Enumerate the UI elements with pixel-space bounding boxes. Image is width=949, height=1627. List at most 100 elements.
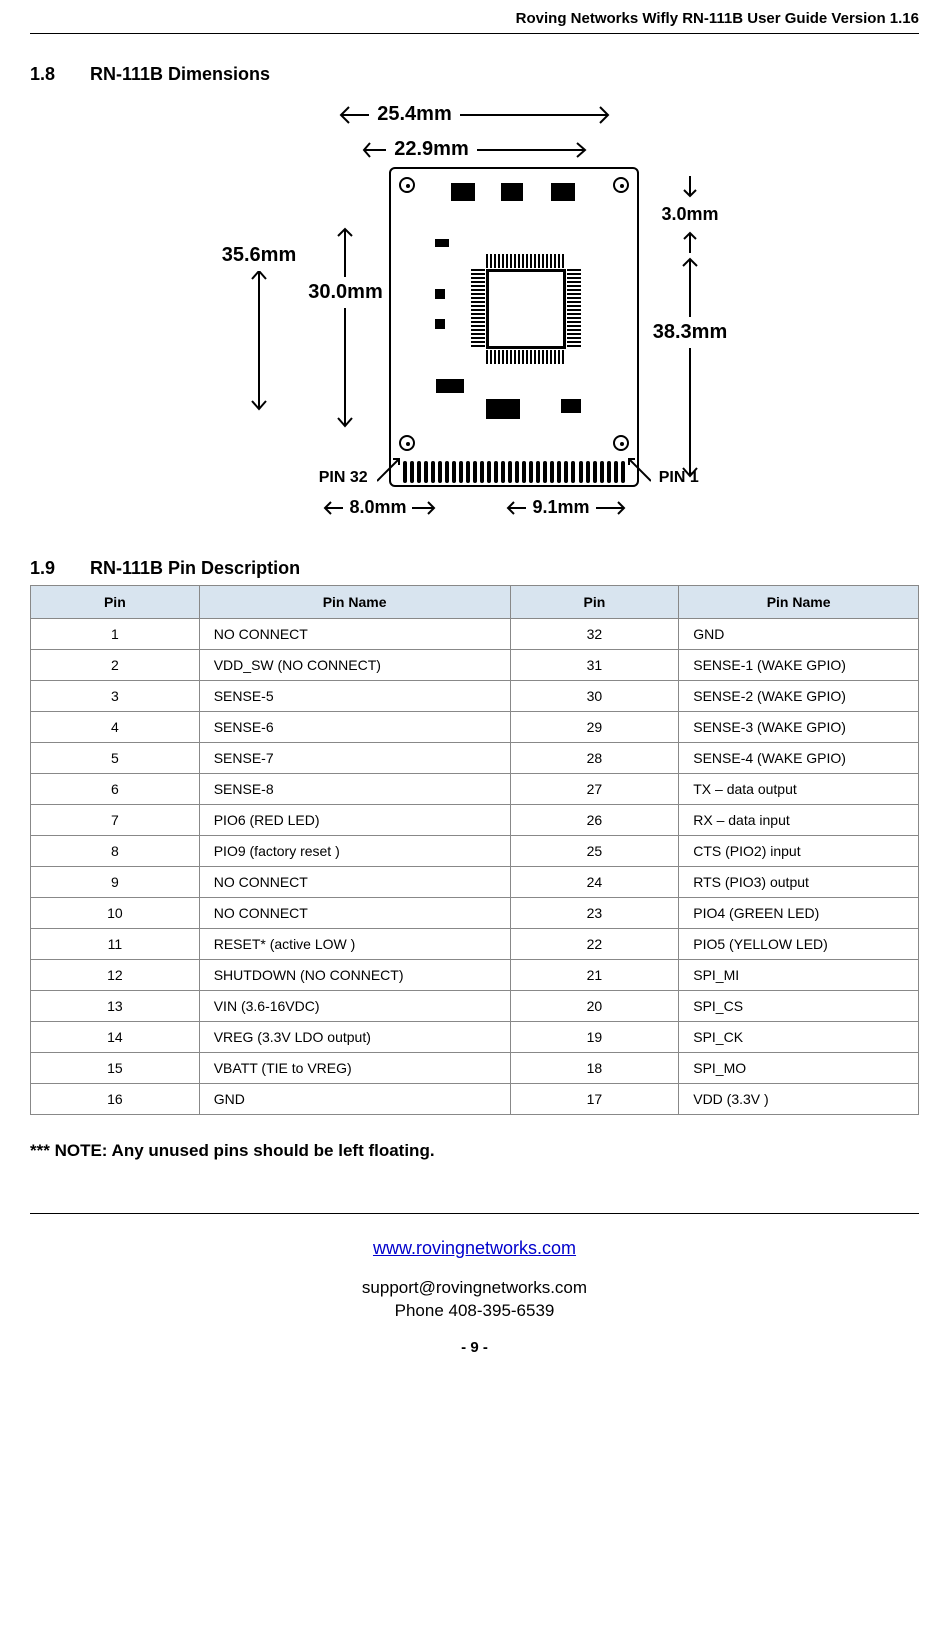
pin-number: 1 — [31, 619, 200, 650]
table-row: 16GND17VDD (3.3V ) — [31, 1084, 919, 1115]
table-row: 14VREG (3.3V LDO output)19SPI_CK — [31, 1022, 919, 1053]
arrow-right-icon — [477, 140, 587, 160]
pin-name: SENSE-2 (WAKE GPIO) — [679, 681, 919, 712]
pin-number: 24 — [510, 867, 679, 898]
arrow-down-icon — [680, 176, 700, 198]
dim-right-small: 3.0mm — [661, 204, 718, 225]
chip-leads-icon — [486, 350, 566, 364]
chip-leads-icon — [471, 269, 485, 349]
table-row: 12SHUTDOWN (NO CONNECT)21SPI_MI — [31, 960, 919, 991]
pin-name: PIO4 (GREEN LED) — [679, 898, 919, 929]
pin-32-label: PIN 32 — [319, 469, 368, 487]
col-pin: Pin — [31, 586, 200, 619]
component-icon — [486, 399, 520, 419]
pin-name: VBATT (TIE to VREG) — [199, 1053, 510, 1084]
section-1-8: 1.8RN-111B Dimensions — [30, 40, 919, 91]
pin-number: 22 — [510, 929, 679, 960]
pin-name: RESET* (active LOW ) — [199, 929, 510, 960]
pin-name: SENSE-3 (WAKE GPIO) — [679, 712, 919, 743]
footer-rule — [30, 1213, 919, 1214]
table-row: 6SENSE-827TX – data output — [31, 774, 919, 805]
arrow-down-icon — [680, 348, 700, 478]
pin-number: 16 — [31, 1084, 200, 1115]
pin-number: 12 — [31, 960, 200, 991]
callout-arrow-icon — [377, 453, 403, 483]
mcu-chip-icon — [486, 269, 566, 349]
pin-number: 7 — [31, 805, 200, 836]
component-icon — [436, 379, 464, 393]
arrow-right-icon — [460, 105, 610, 125]
support-phone: Phone 408-395-6539 — [30, 1300, 919, 1323]
section-title: RN-111B Dimensions — [90, 64, 270, 84]
mounting-hole-icon — [613, 177, 629, 193]
pin-number: 31 — [510, 650, 679, 681]
pin-name: PIO5 (YELLOW LED) — [679, 929, 919, 960]
pin-number: 28 — [510, 743, 679, 774]
pin-name: PIO6 (RED LED) — [199, 805, 510, 836]
pin-number: 20 — [510, 991, 679, 1022]
table-header-row: Pin Pin Name Pin Pin Name — [31, 586, 919, 619]
component-icon — [561, 399, 581, 413]
pin-number: 26 — [510, 805, 679, 836]
callout-arrow-icon — [625, 453, 651, 483]
pin-name: RX – data input — [679, 805, 919, 836]
table-row: 15VBATT (TIE to VREG)18SPI_MO — [31, 1053, 919, 1084]
pin-name: SENSE-8 — [199, 774, 510, 805]
pin-name: SENSE-4 (WAKE GPIO) — [679, 743, 919, 774]
pin-name: SENSE-6 — [199, 712, 510, 743]
table-row: 4SENSE-629SENSE-3 (WAKE GPIO) — [31, 712, 919, 743]
col-pin-name: Pin Name — [679, 586, 919, 619]
table-row: 1NO CONNECT32GND — [31, 619, 919, 650]
pin-description-table: Pin Pin Name Pin Pin Name 1NO CONNECT32G… — [30, 585, 919, 1115]
col-pin-name: Pin Name — [199, 586, 510, 619]
arrow-left-icon — [362, 140, 386, 160]
table-row: 7PIO6 (RED LED)26RX – data input — [31, 805, 919, 836]
arrow-down-icon — [335, 308, 355, 428]
pin-name: CTS (PIO2) input — [679, 836, 919, 867]
pin-1-label: PIN 1 — [659, 469, 699, 487]
section-num: 1.8 — [30, 64, 90, 85]
table-row: 11RESET* (active LOW )22PIO5 (YELLOW LED… — [31, 929, 919, 960]
component-icon — [501, 183, 523, 201]
pin-number: 10 — [31, 898, 200, 929]
section-title: RN-111B Pin Description — [90, 558, 300, 578]
pin-name: VREG (3.3V LDO output) — [199, 1022, 510, 1053]
support-email: support@rovingnetworks.com — [30, 1277, 919, 1300]
pin-name: SPI_CK — [679, 1022, 919, 1053]
component-icon — [551, 183, 575, 201]
table-row: 5SENSE-728SENSE-4 (WAKE GPIO) — [31, 743, 919, 774]
pcb-outline: PIN 32 PIN 1 — [389, 167, 639, 487]
dim-left-inner: 30.0mm — [308, 281, 383, 304]
pin-name: SPI_MO — [679, 1053, 919, 1084]
arrow-left-cap-icon — [339, 105, 369, 125]
mounting-hole-icon — [399, 177, 415, 193]
pin-name: SENSE-1 (WAKE GPIO) — [679, 650, 919, 681]
pin-number: 2 — [31, 650, 200, 681]
pin-number: 14 — [31, 1022, 200, 1053]
pin-name: PIO9 (factory reset ) — [199, 836, 510, 867]
table-row: 3SENSE-530SENSE-2 (WAKE GPIO) — [31, 681, 919, 712]
pin-number: 4 — [31, 712, 200, 743]
website-link[interactable]: www.rovingnetworks.com — [373, 1238, 576, 1258]
note-unused-pins: *** NOTE: Any unused pins should be left… — [30, 1115, 919, 1195]
pin-number: 11 — [31, 929, 200, 960]
pin-number: 8 — [31, 836, 200, 867]
pin-number: 25 — [510, 836, 679, 867]
pin-number: 27 — [510, 774, 679, 805]
pin-name: VDD (3.3V ) — [679, 1084, 919, 1115]
arrow-up-icon — [680, 257, 700, 317]
table-row: 10NO CONNECT23PIO4 (GREEN LED) — [31, 898, 919, 929]
pin-number: 29 — [510, 712, 679, 743]
page-header: Roving Networks Wifly RN-111B User Guide… — [30, 0, 919, 33]
table-row: 9NO CONNECT24RTS (PIO3) output — [31, 867, 919, 898]
pin-number: 32 — [510, 619, 679, 650]
table-row: 8PIO9 (factory reset )25CTS (PIO2) input — [31, 836, 919, 867]
arrow-down-icon — [249, 271, 269, 411]
dim-bottom-left: 8.0mm — [349, 497, 406, 518]
pin-number: 13 — [31, 991, 200, 1022]
arrow-left-icon — [506, 499, 526, 517]
pin-name: SPI_MI — [679, 960, 919, 991]
pin-number: 21 — [510, 960, 679, 991]
pin-name: SPI_CS — [679, 991, 919, 1022]
pin-name: GND — [679, 619, 919, 650]
